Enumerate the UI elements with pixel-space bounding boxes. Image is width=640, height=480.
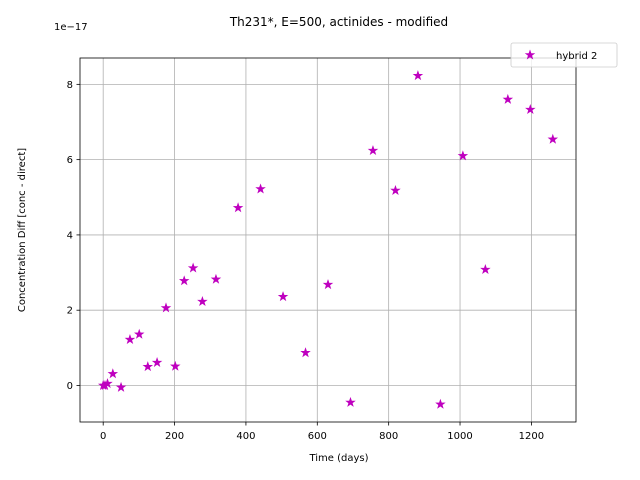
x-tick-label: 600 [308,431,327,442]
data-point [124,334,136,345]
y-axis-label: Concentration Diff [conc - direct] [17,148,28,312]
data-point [170,360,181,371]
chart-title: Th231*, E=500, actinides - modified [229,15,448,29]
data-point [133,328,145,339]
data-point [142,361,154,372]
data-point [178,275,190,286]
data-point [547,133,559,144]
x-tick-label: 1000 [447,431,472,442]
legend-box [510,42,618,68]
plot-area [80,58,576,422]
data-points [97,70,559,409]
data-point [160,302,172,313]
data-point [345,396,356,407]
data-point [480,264,491,275]
grid [80,58,576,422]
axis-ticks: 0 200 400 600 800 1000 1200 0 2 4 6 8 [67,80,544,442]
x-tick-label: 0 [100,431,106,442]
plot-frame [79,57,577,423]
y-tick-label: 8 [67,80,73,91]
data-point [107,368,119,379]
data-point [300,347,311,358]
y-tick-label: 6 [67,155,73,166]
legend-marker [524,49,536,60]
data-point [255,183,266,194]
x-tick-label: 200 [165,431,184,442]
data-point [115,381,127,392]
y-tick-label: 4 [67,230,73,241]
data-point [187,262,199,273]
y-offset-label: 1e−17 [54,22,88,33]
x-tick-label: 1200 [519,431,544,442]
y-tick-label: 0 [67,381,73,392]
x-tick-label: 800 [379,431,398,442]
legend-star [524,49,536,60]
data-point [502,93,514,104]
y-tick-label: 2 [67,306,73,317]
data-point [102,378,113,389]
data-point [210,273,222,284]
data-point [277,291,289,302]
x-axis-label: Time (days) [308,453,368,464]
legend: hybrid 2 [510,42,618,68]
data-point [322,279,334,290]
data-point [367,145,379,156]
data-point [435,398,446,409]
data-point [525,104,536,115]
data-point [390,184,401,195]
legend-label: hybrid 2 [556,51,597,62]
data-point [232,202,244,213]
data-point [457,150,469,161]
data-point [151,357,163,367]
data-point [197,296,208,307]
x-tick-label: 400 [236,431,255,442]
data-point [412,70,424,81]
